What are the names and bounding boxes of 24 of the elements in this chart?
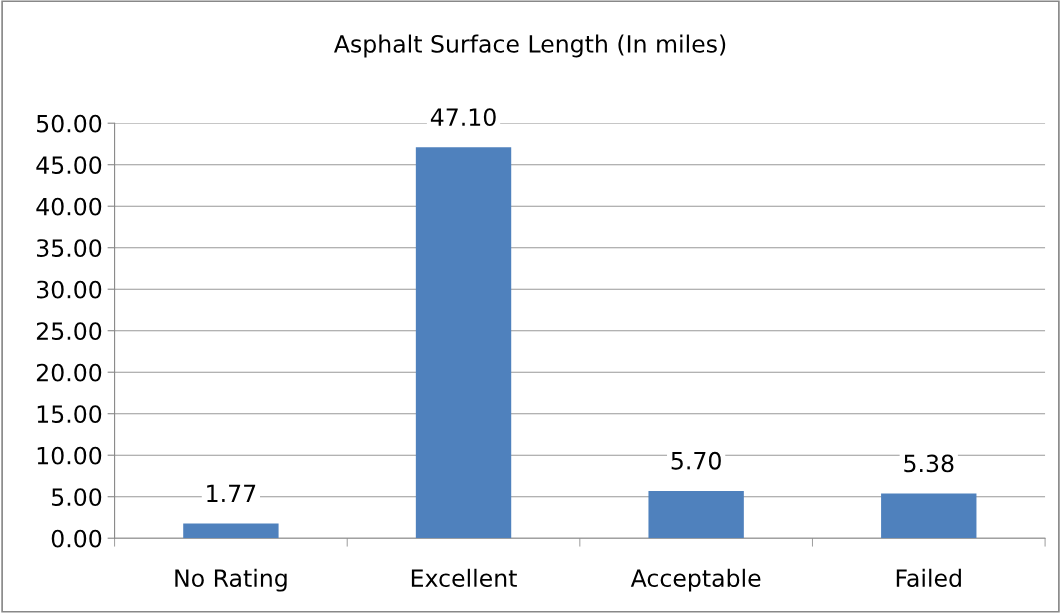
y-tick-label: 40.00 (36, 197, 102, 216)
data-label: 5.70 (671, 451, 721, 470)
data-label: 47.10 (430, 108, 496, 127)
x-tick-label: No Rating (175, 568, 287, 592)
y-tick-label: 50.00 (37, 114, 102, 133)
data-label: 5.38 (904, 454, 954, 473)
bar (648, 490, 744, 539)
data-label: 1.77 (207, 484, 256, 502)
y-tick-label: 20.00 (36, 363, 102, 382)
y-tick-label: 30.00 (36, 280, 102, 299)
x-tick-label: Excellent (411, 568, 517, 588)
bar (415, 147, 512, 539)
y-tick-label: 10.00 (37, 446, 102, 465)
x-tick-label: Acceptable (630, 568, 761, 592)
bar (183, 523, 279, 539)
y-tick-label: 5.00 (52, 488, 102, 507)
chart-title: Asphalt Surface Length (In miles) (333, 34, 726, 58)
x-tick-label: Failed (896, 568, 961, 588)
y-tick-label: 15.00 (37, 405, 102, 424)
y-tick-label: 35.00 (36, 239, 102, 258)
y-tick-label: 45.00 (36, 156, 102, 175)
bar (881, 493, 977, 539)
y-tick-label: 25.00 (36, 322, 102, 341)
y-tick-label: 0.00 (51, 529, 102, 548)
